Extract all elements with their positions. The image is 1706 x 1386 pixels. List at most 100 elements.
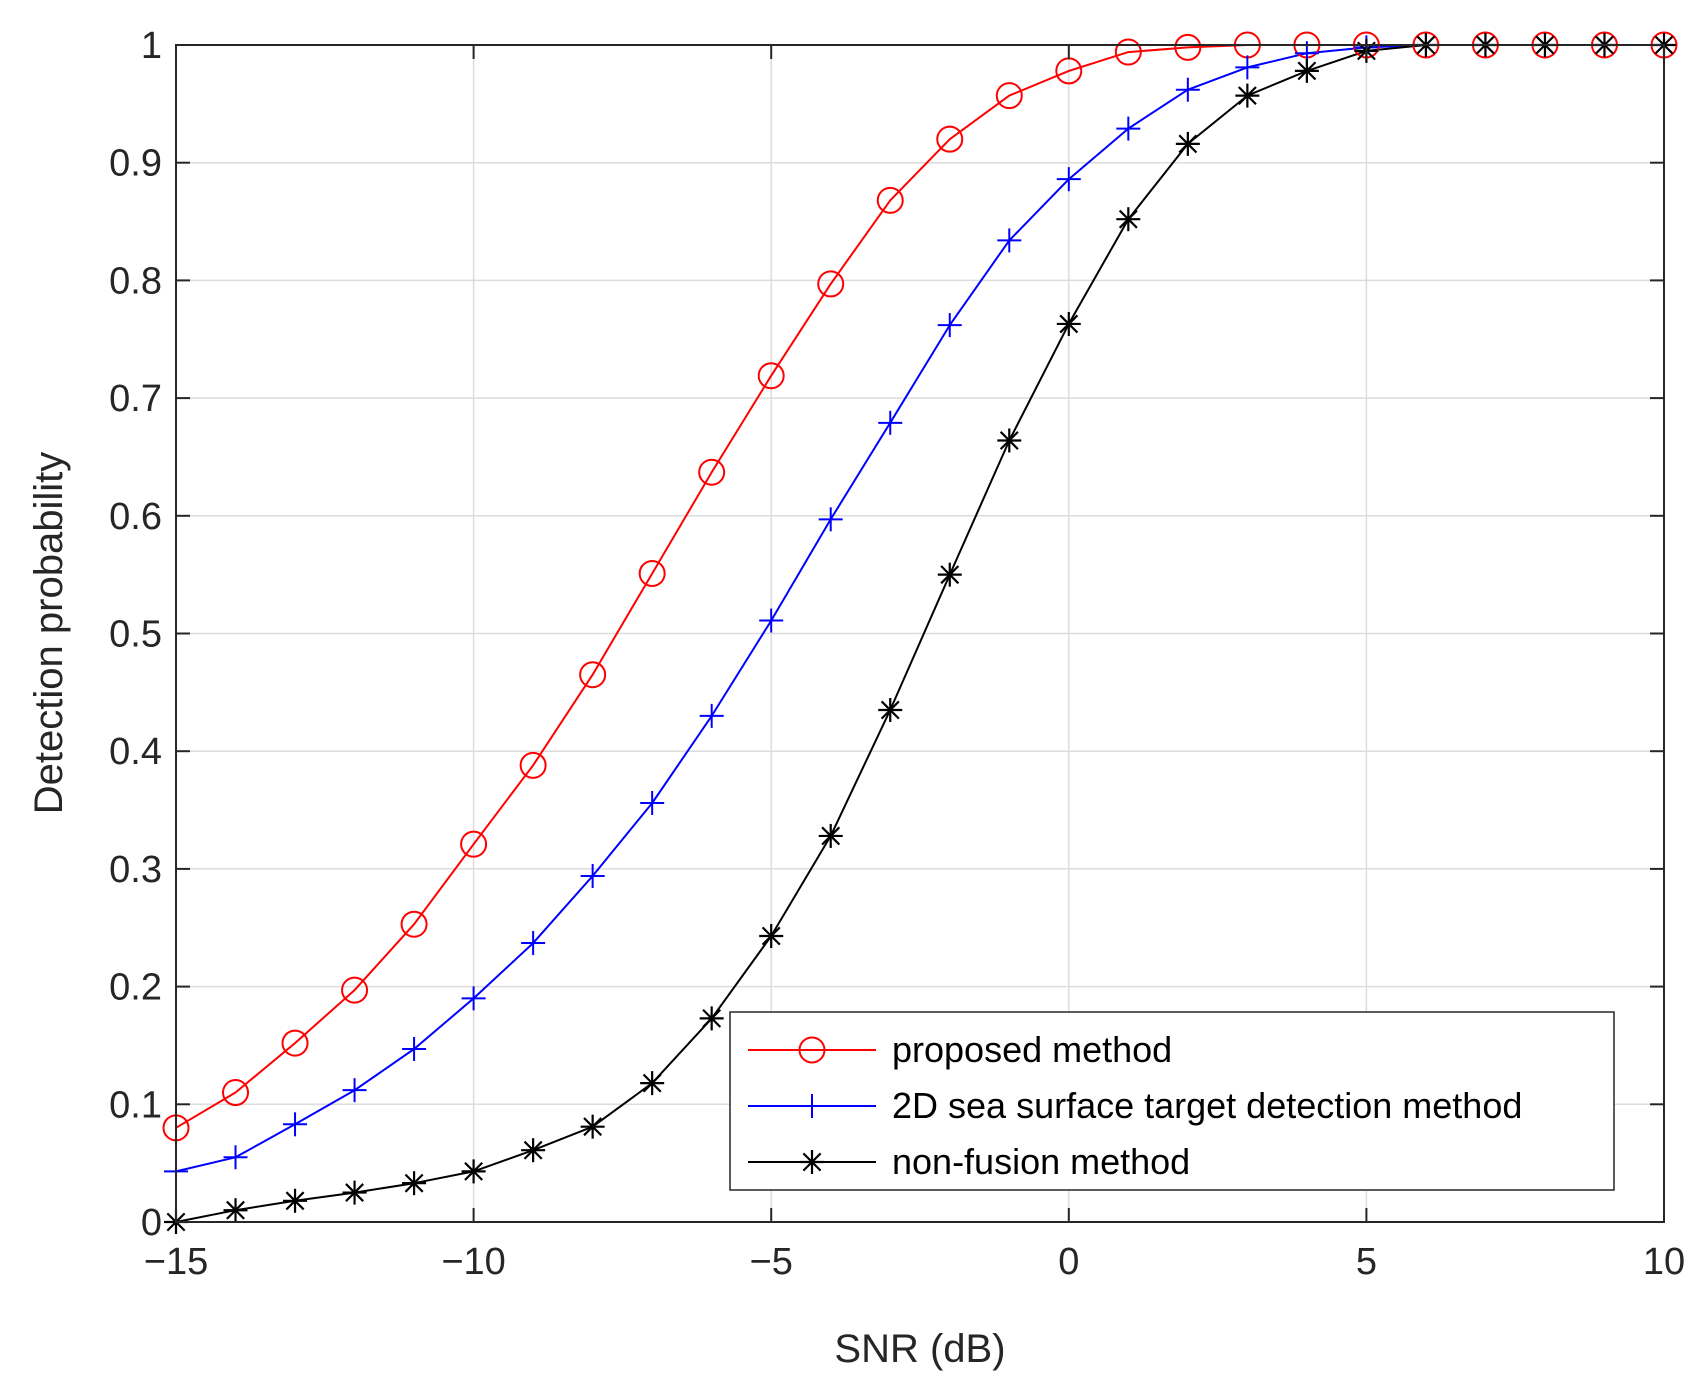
legend-box	[729, 1011, 1615, 1191]
data-point-2d-sea-surface-target-detection-method	[937, 313, 962, 338]
y-tick-label: 0.5	[109, 614, 162, 656]
legend-marker-2d-sea-surface-target-detection-method	[800, 1094, 824, 1118]
data-point-non-fusion-method-d2	[821, 826, 841, 846]
data-point-2d-sea-surface-target-detection-method	[997, 228, 1022, 253]
data-point-proposed-method	[460, 830, 488, 858]
series-markers-non-fusion-method	[164, 33, 1676, 1234]
data-point-non-fusion-method-d2	[583, 1117, 603, 1137]
data-point-proposed-method	[519, 751, 547, 779]
data-point-2d-sea-surface-target-detection-method	[461, 986, 486, 1011]
data-point-non-fusion-method-d2	[940, 565, 960, 585]
grid-lines	[175, 44, 1665, 1223]
data-point-non-fusion-method-d2	[1297, 61, 1317, 81]
data-point-proposed-method	[995, 82, 1023, 110]
data-point-non-fusion-method	[223, 1198, 248, 1223]
data-point-non-fusion-method	[1116, 207, 1141, 232]
data-point-2d-sea-surface-target-detection-method	[818, 507, 843, 532]
data-point-non-fusion-method-d2	[1237, 86, 1257, 106]
axis-ticks	[175, 44, 1665, 1223]
y-tick-label: 0	[141, 1202, 162, 1244]
data-point-non-fusion-method	[759, 923, 784, 948]
data-point-non-fusion-method-d2	[702, 1008, 722, 1028]
data-point-non-fusion-method-d2	[285, 1191, 305, 1211]
y-tick-label: 0.4	[109, 731, 162, 773]
data-point-non-fusion-method	[1056, 311, 1081, 336]
data-point-non-fusion-method-d2	[1178, 134, 1198, 154]
y-tick-label: 0.7	[109, 378, 162, 420]
data-point-non-fusion-method-d2	[345, 1183, 364, 1202]
data-point-proposed-method	[698, 458, 726, 486]
data-point-2d-sea-surface-target-detection-method	[759, 608, 784, 633]
data-point-non-fusion-method-d2	[880, 700, 900, 720]
data-point-non-fusion-method	[461, 1159, 486, 1184]
legend: proposed method 2D sea surface target det…	[729, 1011, 1615, 1191]
axis-tick-labels: −15 −10 −5 0 5 10 0 0.1 0.2 0.3 0.4 0.5 0.6 0.7 0.8 0.9…	[109, 25, 1685, 1283]
legend-label-non-fusion-method: non-fusion method	[892, 1141, 1190, 1182]
data-point-proposed-method	[1174, 33, 1202, 61]
data-point-2d-sea-surface-target-detection-method	[1056, 167, 1081, 192]
legend-entry-non-fusion-method: non-fusion method	[748, 1141, 1190, 1182]
x-tick-label: −5	[750, 1241, 793, 1283]
data-point-2d-sea-surface-target-detection-method	[1235, 55, 1260, 80]
data-point-non-fusion-method	[937, 562, 962, 587]
data-point-non-fusion-method	[283, 1188, 308, 1213]
data-point-2d-sea-surface-target-detection-method	[342, 1078, 367, 1103]
data-point-proposed-method	[281, 1029, 309, 1057]
legend-label-proposed-method: proposed method	[892, 1029, 1172, 1070]
data-point-non-fusion-method	[878, 698, 903, 723]
data-point-proposed-method	[579, 661, 607, 689]
data-point-non-fusion-method-d2	[999, 431, 1019, 450]
x-tick-label: 0	[1058, 1241, 1079, 1283]
data-point-non-fusion-method-d2	[1118, 209, 1138, 229]
data-point-2d-sea-surface-target-detection-method	[1175, 77, 1200, 102]
x-tick-label: 10	[1643, 1241, 1685, 1283]
x-tick-label: −10	[441, 1241, 505, 1283]
data-point-2d-sea-surface-target-detection-method	[521, 931, 546, 956]
data-point-non-fusion-method	[1175, 131, 1200, 156]
data-point-proposed-method	[757, 362, 785, 390]
x-tick-label: 5	[1356, 1241, 1377, 1283]
y-tick-label: 1	[141, 25, 162, 67]
data-point-non-fusion-method	[580, 1114, 605, 1139]
data-point-non-fusion-method	[640, 1071, 665, 1096]
data-point-non-fusion-method	[1235, 83, 1260, 108]
data-point-non-fusion-method-d2	[1059, 314, 1079, 334]
data-point-proposed-method	[936, 125, 964, 153]
data-point-proposed-method	[817, 270, 845, 298]
legend-marker-proposed-method	[798, 1036, 826, 1064]
data-point-non-fusion-method-d2	[642, 1073, 662, 1093]
data-point-2d-sea-surface-target-detection-method	[223, 1145, 248, 1170]
y-tick-label: 0.2	[109, 967, 162, 1009]
y-tick-label: 0.6	[109, 496, 162, 538]
series-markers-proposed-method	[162, 31, 1678, 1142]
data-point-2d-sea-surface-target-detection-method	[580, 863, 605, 888]
data-point-proposed-method	[638, 559, 666, 587]
legend-label-2d-sea-surface-target-detection-method: 2D sea surface target detection method	[892, 1085, 1522, 1126]
data-point-2d-sea-surface-target-detection-method	[402, 1036, 427, 1061]
data-point-non-fusion-method	[699, 1006, 724, 1031]
data-point-non-fusion-method	[402, 1171, 427, 1196]
y-tick-label: 0.8	[109, 260, 162, 302]
data-point-non-fusion-method	[1294, 58, 1319, 83]
data-point-non-fusion-method-d2	[404, 1173, 424, 1193]
data-point-non-fusion-method	[342, 1180, 367, 1205]
data-point-2d-sea-surface-target-detection-method	[1116, 116, 1141, 141]
x-axis-label: SNR (dB)	[834, 1327, 1005, 1371]
legend-marker-non-fusion-method-d2	[802, 1152, 822, 1172]
data-point-proposed-method	[222, 1079, 250, 1107]
y-tick-label: 0.1	[109, 1084, 162, 1126]
data-point-2d-sea-surface-target-detection-method	[878, 410, 903, 435]
data-point-non-fusion-method	[818, 823, 843, 848]
data-point-non-fusion-method-d2	[761, 926, 781, 946]
data-point-2d-sea-surface-target-detection-method	[283, 1112, 308, 1137]
data-point-2d-sea-surface-target-detection-method	[699, 703, 724, 728]
data-point-proposed-method	[1114, 38, 1142, 66]
data-point-non-fusion-method	[997, 428, 1022, 453]
data-point-proposed-method	[876, 186, 904, 214]
data-point-non-fusion-method-d2	[226, 1200, 245, 1220]
legend-entry-proposed-method: proposed method	[748, 1029, 1172, 1070]
series-markers	[162, 31, 1678, 1234]
data-point-non-fusion-method-d2	[523, 1140, 543, 1160]
y-tick-label: 0.9	[109, 143, 162, 185]
